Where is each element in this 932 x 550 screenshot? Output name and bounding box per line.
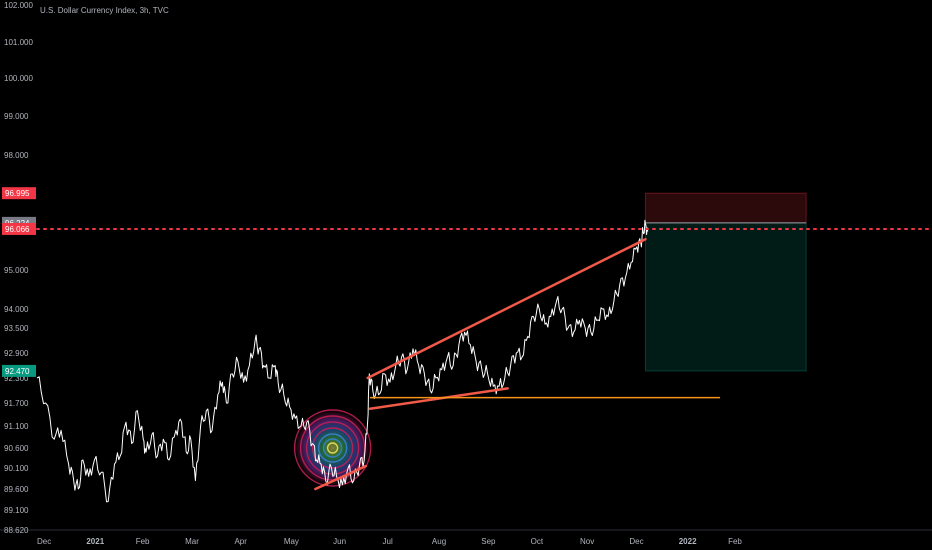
trendline xyxy=(368,387,509,410)
price-tag: 96.995 xyxy=(2,187,36,200)
y-tick-label: 93.500 xyxy=(4,324,29,333)
x-tick-label: Feb xyxy=(136,537,150,546)
trendline xyxy=(314,464,368,491)
y-tick-label: 101.000 xyxy=(4,38,33,47)
target-zone xyxy=(644,222,807,372)
x-tick-label: Feb xyxy=(728,537,742,546)
y-tick-label: 95.000 xyxy=(4,266,29,275)
x-tick-label: 2021 xyxy=(86,537,104,546)
x-tick-label: May xyxy=(284,537,299,546)
position-tool[interactable] xyxy=(644,192,807,372)
price-tag-label: 96.066 xyxy=(5,225,30,234)
price-tag-label: 92.470 xyxy=(5,367,30,376)
stop-zone xyxy=(644,192,807,224)
x-tick-label: Apr xyxy=(234,537,247,546)
y-tick-label: 91.700 xyxy=(4,399,29,408)
y-tick-label: 100.000 xyxy=(4,74,33,83)
y-tick-label: 90.100 xyxy=(4,464,29,473)
y-tick-label: 89.600 xyxy=(4,485,29,494)
chart-title: U.S. Dollar Currency Index, 3h, TVC xyxy=(40,6,169,15)
x-tick-label: Dec xyxy=(629,537,643,546)
price-tag-label: 96.995 xyxy=(5,189,30,198)
target-circle-ring xyxy=(322,438,343,458)
x-tick-label: Aug xyxy=(432,537,446,546)
x-tick-label: Mar xyxy=(185,537,199,546)
y-tick-label: 102.000 xyxy=(4,1,33,10)
target-circle-fill xyxy=(294,410,371,486)
y-tick-label: 90.600 xyxy=(4,444,29,453)
y-tick-label: 91.100 xyxy=(4,422,29,431)
price-line xyxy=(36,219,649,503)
target-circle-ring xyxy=(326,442,339,454)
drawings-layer[interactable] xyxy=(36,227,932,491)
y-tick-label: 98.000 xyxy=(4,151,29,160)
price-tag-box xyxy=(2,364,36,377)
target-circle-ring xyxy=(317,433,348,463)
target-circle-ring xyxy=(293,409,372,487)
x-tick-label: Jul xyxy=(383,537,393,546)
price-tag: 92.470 xyxy=(2,364,36,377)
y-tick-label: 89.100 xyxy=(4,506,29,515)
price-tag-box xyxy=(2,222,36,235)
x-tick-label: Sep xyxy=(481,537,496,546)
price-series xyxy=(36,219,649,503)
price-tag: 96.066 xyxy=(2,222,36,235)
price-tag-box xyxy=(2,187,36,200)
y-tick-label: 92.900 xyxy=(4,349,29,358)
y-tick-label: 88.620 xyxy=(4,526,29,535)
y-tick-label: 94.000 xyxy=(4,305,29,314)
x-tick-label: Oct xyxy=(531,537,544,546)
x-tick-label: Nov xyxy=(580,537,594,546)
x-tick-label: 2022 xyxy=(679,537,697,546)
x-tick-label: Jun xyxy=(333,537,346,546)
y-tick-label: 92.300 xyxy=(4,374,29,383)
trendline xyxy=(366,237,647,380)
x-tick-label: Dec xyxy=(37,537,51,546)
target-circle-ring xyxy=(311,427,354,469)
y-tick-label: 99.000 xyxy=(4,112,29,121)
